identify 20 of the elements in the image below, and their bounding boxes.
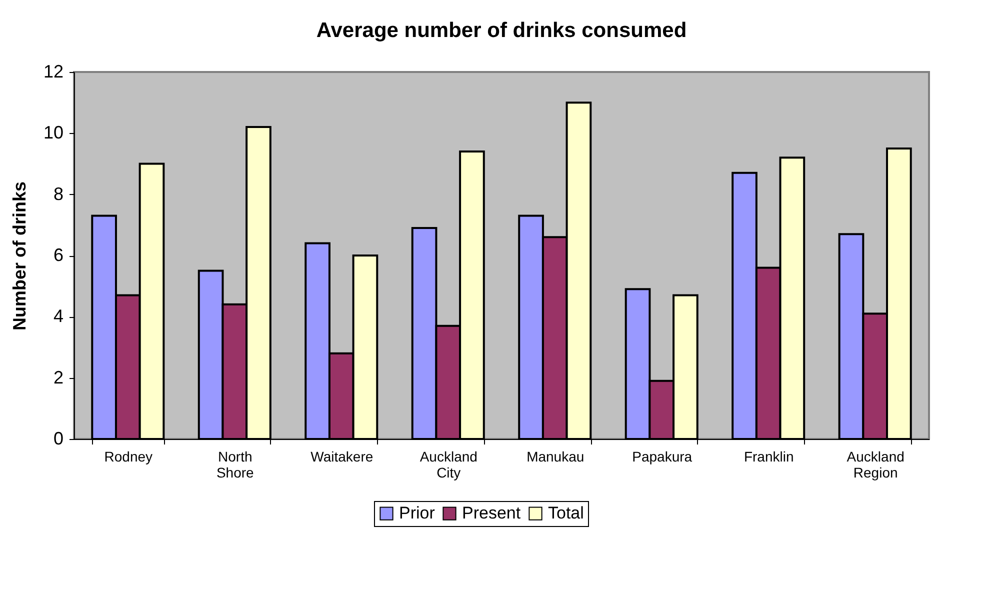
x-tick-label: Auckland Region (846, 448, 904, 480)
x-tick-label: Papakura (632, 448, 692, 464)
x-tick-label: Auckland City (420, 448, 478, 480)
y-tick-label: 10 (43, 122, 64, 143)
y-tick-label: 4 (53, 306, 64, 326)
y-tick-label: 0 (53, 428, 64, 448)
y-tick-label: 6 (53, 245, 64, 265)
legend-label: Prior (399, 504, 436, 523)
x-tick-label: Waitakere (310, 448, 374, 464)
chart-title: Average number of drinks consumed (316, 19, 687, 42)
y-tick-label: 8 (53, 184, 64, 204)
x-tick-label: North Shore (216, 448, 254, 480)
x-tick-label: Franklin (744, 448, 794, 464)
y-tick-label: 2 (53, 367, 64, 388)
y-axis-title: Number of drinks (9, 181, 30, 331)
y-tick-label: 12 (43, 62, 64, 82)
x-tick-label: Rodney (104, 448, 153, 464)
legend-label: Present (462, 504, 521, 523)
x-tick-label: Manukau (526, 448, 584, 464)
legend-label: Total (548, 504, 584, 523)
